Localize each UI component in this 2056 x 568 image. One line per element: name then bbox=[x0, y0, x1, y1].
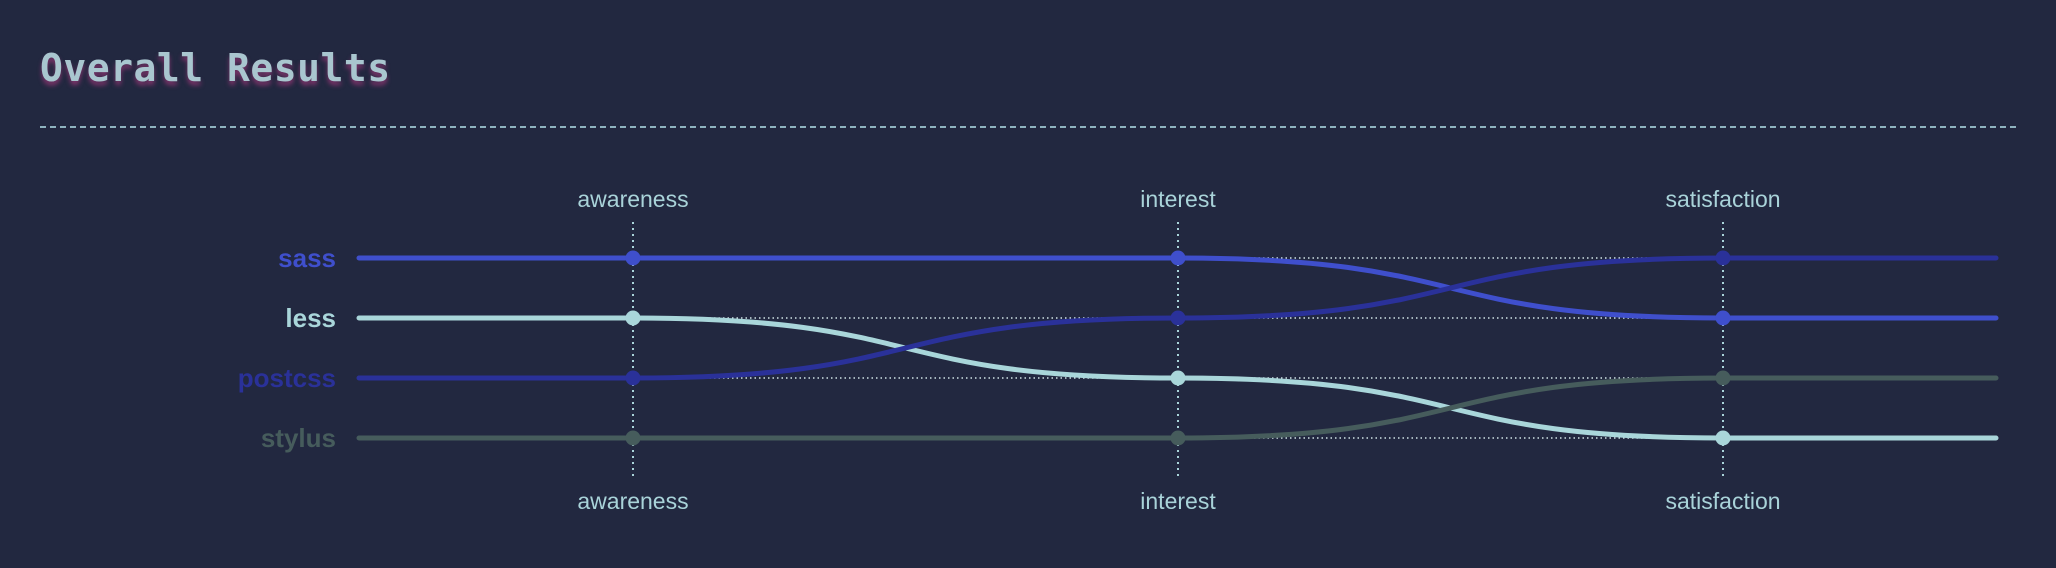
data-point-stylus-interest bbox=[1170, 430, 1186, 446]
data-point-less-satisfaction bbox=[1715, 430, 1731, 446]
series-label-postcss: postcss bbox=[238, 363, 336, 393]
series-label-stylus: stylus bbox=[261, 423, 336, 453]
data-point-sass-interest bbox=[1170, 250, 1186, 266]
data-point-less-interest bbox=[1170, 370, 1186, 386]
series-label-sass: sass bbox=[278, 243, 336, 273]
data-point-stylus-satisfaction bbox=[1715, 370, 1731, 386]
data-point-postcss-interest bbox=[1170, 310, 1186, 326]
data-point-postcss-awareness bbox=[625, 370, 641, 386]
page-title: Overall Results bbox=[40, 46, 391, 90]
axis-label-bottom-awareness: awareness bbox=[577, 488, 688, 514]
axis-label-top-satisfaction: satisfaction bbox=[1665, 186, 1780, 212]
series-label-less: less bbox=[285, 303, 336, 333]
data-point-sass-satisfaction bbox=[1715, 310, 1731, 326]
data-point-sass-awareness bbox=[625, 250, 641, 266]
data-point-stylus-awareness bbox=[625, 430, 641, 446]
data-point-postcss-satisfaction bbox=[1715, 250, 1731, 266]
label-layer: sass less postcss stylus awareness awareness i… bbox=[238, 186, 1781, 514]
axis-label-bottom-interest: interest bbox=[1140, 488, 1216, 514]
title-divider bbox=[40, 126, 2016, 128]
axis-label-bottom-satisfaction: satisfaction bbox=[1665, 488, 1780, 514]
axis-label-top-interest: interest bbox=[1140, 186, 1216, 212]
axis-label-top-awareness: awareness bbox=[577, 186, 688, 212]
data-point-less-awareness bbox=[625, 310, 641, 326]
point-layer bbox=[625, 250, 1731, 446]
